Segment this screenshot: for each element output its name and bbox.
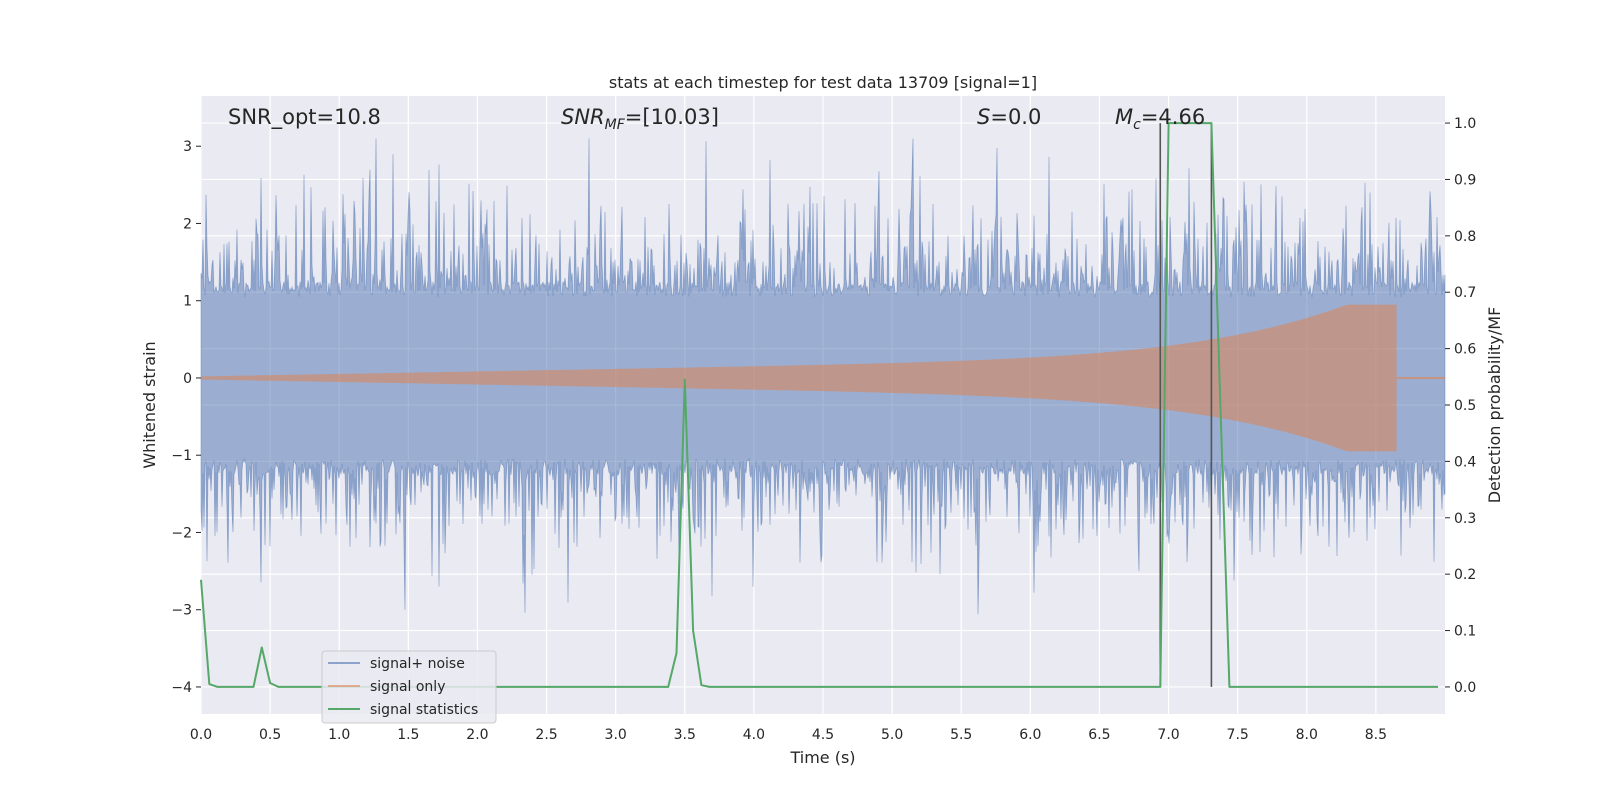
y-tick-label-2: 1 — [183, 294, 192, 310]
annotation-snr-mf-main: SNR — [561, 105, 605, 129]
signal-only-envelope — [201, 304, 1397, 452]
x-axis-label: Time (s) — [789, 748, 855, 767]
vertical-lines — [1159, 123, 1213, 687]
x-tick-label-2: 1.0 — [328, 727, 350, 743]
x-tick-label-0: 0.0 — [190, 727, 212, 743]
annotation-mc-var: M — [1115, 105, 1133, 129]
annotation-s-var: S — [977, 105, 990, 129]
x-tick-label-5: 2.5 — [535, 727, 557, 743]
annotation-s-value: =0.0 — [990, 105, 1041, 129]
y2-axis-label: Detection probability/MF — [1485, 307, 1504, 504]
y-tick-label-3: 0 — [183, 371, 192, 387]
y-tick-label-6: −3 — [171, 603, 192, 619]
y-tick-label-4: −1 — [171, 448, 192, 464]
annotation-snr-mf-value: =[10.03] — [625, 105, 719, 129]
x-tick-labels: 0.0 0.5 1.0 1.5 2.0 2.5 3.0 3.5 4.0 4.5 5.0 5.5 6.0 6… — [190, 727, 1387, 743]
annotation-mc: Mc=4.66 — [1115, 105, 1205, 133]
x-tick-label-14: 7.0 — [1157, 727, 1179, 743]
annotation-s: S=0.0 — [977, 105, 1041, 129]
x-tick-label-17: 8.5 — [1365, 727, 1387, 743]
x-tick-label-10: 5.0 — [881, 727, 903, 743]
x-tick-label-12: 6.0 — [1019, 727, 1041, 743]
y2-tick-label-6: 0.4 — [1454, 454, 1476, 470]
x-tick-label-8: 4.0 — [743, 727, 765, 743]
y-tick-label-1: 2 — [183, 216, 192, 232]
y2-tick-label-8: 0.2 — [1454, 567, 1476, 583]
annotation-mc-value: =4.66 — [1141, 105, 1205, 129]
legend-label-signal-noise: signal+ noise — [370, 656, 465, 672]
y-axis-label: Whitened strain — [140, 341, 159, 468]
y-tick-label-0: 3 — [183, 139, 192, 155]
annotation-mc-sub: c — [1133, 117, 1141, 133]
y2-tick-label-2: 0.8 — [1454, 229, 1476, 245]
annotation-snr-mf: SNRMF=[10.03] — [561, 105, 719, 133]
x-tick-label-15: 7.5 — [1227, 727, 1249, 743]
chart-title: stats at each timestep for test data 137… — [609, 73, 1037, 92]
y2-tick-labels: 1.0 0.9 0.8 0.7 0.6 0.5 0.4 0.3 0.2 0.1 0.0 — [1445, 116, 1476, 696]
y2-tick-label-9: 0.1 — [1454, 624, 1476, 640]
y2-tick-label-7: 0.3 — [1454, 511, 1476, 527]
y-tick-label-5: −2 — [171, 525, 192, 541]
x-tick-label-1: 0.5 — [259, 727, 281, 743]
signal-statistics-series — [200, 122, 1439, 688]
y2-tick-label-4: 0.6 — [1454, 342, 1476, 358]
y2-tick-label-1: 0.9 — [1454, 172, 1476, 188]
x-tick-label-4: 2.0 — [466, 727, 488, 743]
x-tick-label-13: 6.5 — [1088, 727, 1110, 743]
annotation-snr-mf-sub: MF — [605, 117, 626, 133]
x-tick-label-7: 3.5 — [674, 727, 696, 743]
legend-label-signal-statistics: signal statistics — [370, 702, 478, 718]
y2-tick-label-3: 0.7 — [1454, 285, 1476, 301]
legend-label-signal-only: signal only — [370, 679, 445, 695]
signal-statistics-line — [200, 122, 1439, 688]
x-tick-label-6: 3.0 — [605, 727, 627, 743]
x-tick-label-16: 8.0 — [1296, 727, 1318, 743]
y-tick-label-7: −4 — [171, 680, 192, 696]
legend-box — [321, 650, 497, 724]
y-tick-labels: 3 2 1 0 −1 −2 −3 −4 — [171, 139, 201, 696]
y2-tick-label-5: 0.5 — [1454, 398, 1476, 414]
annotation-snr-opt: SNR_opt=10.8 — [228, 105, 381, 130]
y2-tick-label-10: 0.0 — [1454, 680, 1476, 696]
signal-only-series — [201, 304, 1445, 452]
legend: signal+ noise signal only signal statist… — [321, 650, 497, 724]
x-tick-label-3: 1.5 — [397, 727, 419, 743]
x-tick-label-9: 4.5 — [812, 727, 834, 743]
y2-tick-label-0: 1.0 — [1454, 116, 1476, 132]
x-tick-label-11: 5.5 — [950, 727, 972, 743]
